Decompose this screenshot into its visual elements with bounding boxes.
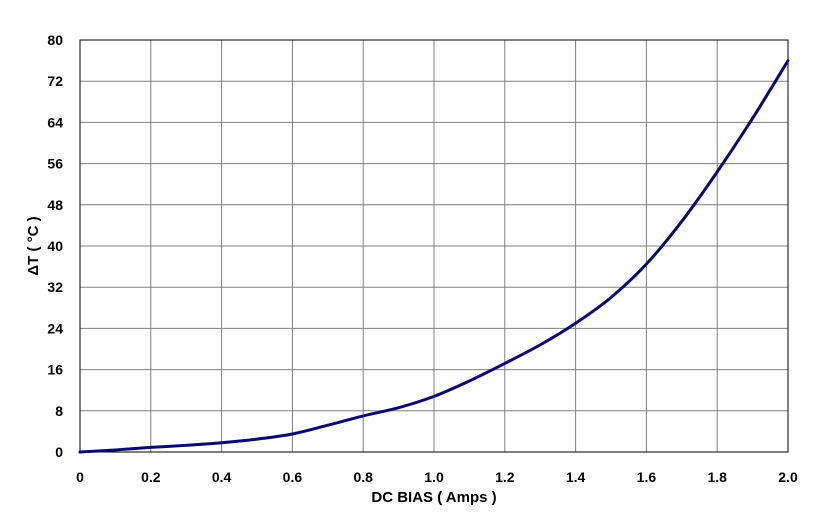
y-tick-labels: 0 8 16 24 32 40 48 56 64 72 80 [47,32,63,460]
x-tick-label: 2.0 [778,469,798,485]
x-tick-label: 0.8 [353,469,373,485]
y-tick-label: 48 [47,197,63,213]
y-tick-label: 80 [47,32,63,48]
y-tick-label: 56 [47,156,63,172]
x-tick-labels: 0 0.2 0.4 0.6 0.8 1.0 1.2 1.4 1.6 1.8 2.0 [76,469,798,485]
y-tick-label: 40 [47,238,63,254]
series-group [78,59,790,454]
plot-frame [79,39,789,453]
x-tick-label: 0 [76,469,84,485]
y-tick-label: 64 [47,114,63,130]
x-tick-label: 0.2 [141,469,161,485]
y-tick-label: 0 [55,444,63,460]
y-tick-label: 72 [47,73,63,89]
x-tick-label: 1.2 [495,469,515,485]
y-tick-label: 24 [47,320,63,336]
y-tick-label: 16 [47,362,63,378]
x-tick-label: 0.6 [283,469,303,485]
grid [79,39,789,453]
y-tick-label: 32 [47,279,63,295]
x-tick-label: 1.0 [424,469,444,485]
y-tick-label: 8 [55,403,63,419]
x-axis-label: DC BIAS ( Amps ) [371,489,496,506]
y-axis-label: ΔT ( °C ) [25,216,42,275]
series-line [78,59,790,454]
x-tick-label: 1.4 [566,469,586,485]
x-tick-label: 0.4 [212,469,232,485]
x-tick-label: 1.6 [637,469,657,485]
x-tick-label: 1.8 [707,469,727,485]
